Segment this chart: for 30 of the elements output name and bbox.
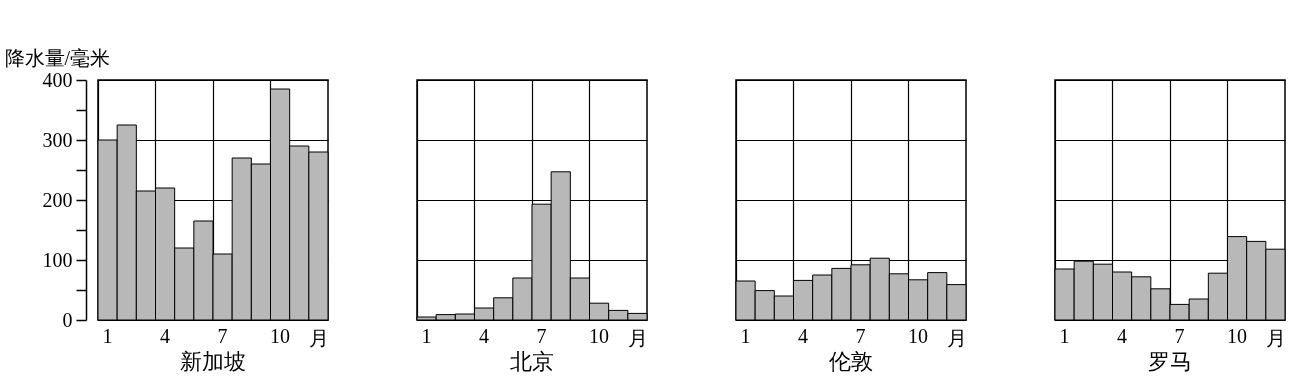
y-axis-title: 降水量/毫米 (4, 46, 111, 69)
x-tick-label: 7 (217, 324, 228, 347)
y-tick-label: 300 (42, 128, 73, 151)
x-tick-label: 1 (421, 324, 432, 347)
x-tick-label: 4 (798, 324, 809, 347)
x-tick-label: 10 (908, 324, 929, 347)
x-tick-label: 1 (740, 324, 751, 347)
x-tick-label: 7 (536, 324, 547, 347)
text: 新加坡 (180, 349, 246, 374)
x-tick-label: 10 (589, 324, 610, 347)
x-tick-label: 10 (1227, 324, 1248, 347)
x-tick-label: 10 (270, 324, 291, 347)
x-tick-label: 1 (1059, 324, 1070, 347)
x-tick-label: 4 (160, 324, 171, 347)
x-axis-title: 月 (946, 326, 967, 349)
x-axis-title: 月 (308, 326, 329, 349)
x-axis-title: 月 (627, 326, 648, 349)
y-tick-label: 100 (42, 248, 73, 271)
y-tick-label: 200 (42, 188, 73, 211)
x-tick-label: 1 (102, 324, 113, 347)
text: 伦敦 (829, 349, 873, 374)
text: 北京 (510, 349, 554, 374)
y-tick-label: 400 (42, 68, 73, 91)
x-tick-label: 7 (1174, 324, 1185, 347)
x-axis-title: 月 (1265, 326, 1286, 349)
y-tick-label: 0 (62, 308, 73, 331)
x-tick-label: 7 (855, 324, 866, 347)
x-tick-label: 4 (1117, 324, 1128, 347)
text: 罗马 (1148, 349, 1192, 374)
x-tick-label: 4 (479, 324, 490, 347)
